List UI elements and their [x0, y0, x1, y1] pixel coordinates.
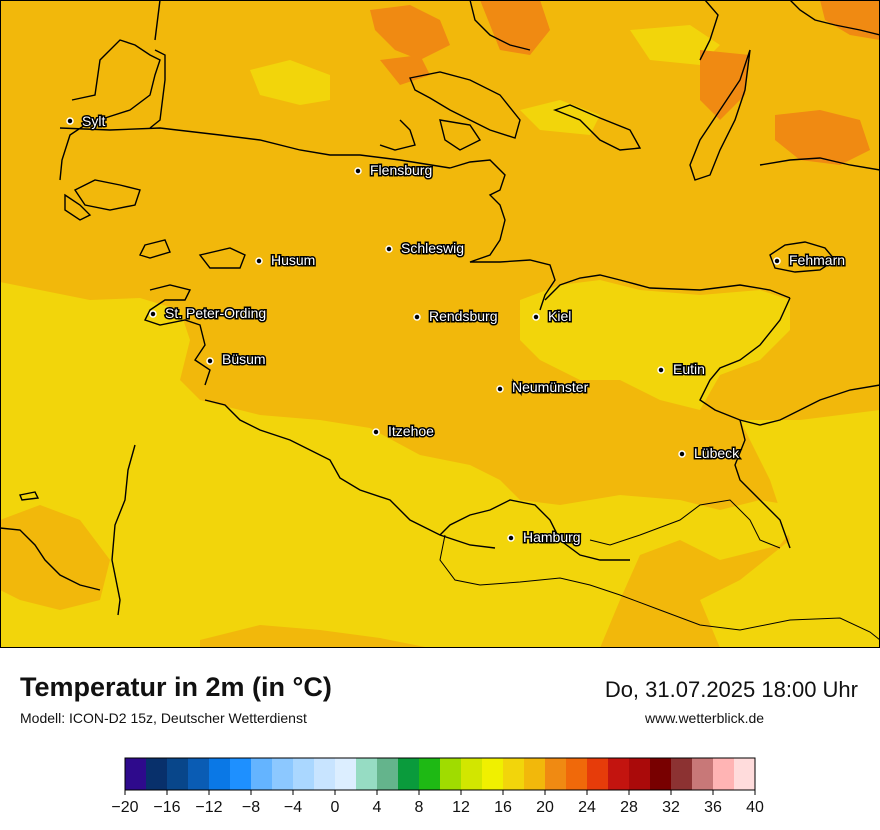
colorbar-swatch [356, 758, 378, 790]
city-luebeck[interactable]: Lübeck [678, 444, 742, 463]
colorbar-tick-label: −4 [284, 799, 302, 816]
temperature-field-20-22-lolland [775, 110, 870, 165]
colorbar-swatches [124, 757, 756, 791]
temperature-field-16-18-flensburg [630, 25, 720, 65]
colorbar-swatch [440, 758, 462, 790]
colorbar-swatch [335, 758, 357, 790]
city-label: St. Peter-Ording [165, 305, 266, 321]
city-schleswig[interactable]: Schleswig [385, 239, 466, 258]
city-label: Kiel [548, 308, 571, 324]
colorbar-tick-label: 16 [494, 799, 512, 816]
colorbar-tick-label: 8 [415, 799, 424, 816]
colorbar-tick-label: 4 [373, 799, 382, 816]
city-flensburg[interactable]: Flensburg [354, 161, 434, 180]
colorbar-swatch [671, 758, 693, 790]
colorbar-tick-label: 28 [620, 799, 638, 816]
city-label: Husum [271, 252, 315, 268]
city-st-peter-ording[interactable]: St. Peter-Ording [149, 304, 268, 323]
colorbar-tick-label: 32 [662, 799, 680, 816]
colorbar-ticks: −20 −16 −12 −8 −4 0 4 8 12 16 20 24 28 32 36 40 [111, 790, 764, 816]
city-label: Sylt [82, 113, 105, 129]
colorbar-swatch [230, 758, 252, 790]
temperature-field-20-22-north2 [480, 0, 550, 55]
city-neumuenster[interactable]: Neumünster [496, 378, 590, 397]
temperature-map: Sylt Flensburg Schleswig Husum Fehmarn S… [0, 0, 880, 648]
city-label: Flensburg [370, 162, 432, 178]
city-fehmarn[interactable]: Fehmarn [773, 251, 847, 270]
colorbar-tick-label: 40 [746, 799, 764, 816]
footer [0, 648, 880, 830]
city-label: Schleswig [401, 240, 464, 256]
colorbar-swatch [167, 758, 189, 790]
colorbar-tick-label: 36 [704, 799, 722, 816]
temperature-field-20-22-ne [820, 0, 880, 40]
colorbar-swatch [524, 758, 546, 790]
city-buesum[interactable]: Büsum [206, 350, 267, 369]
colorbar-swatch [461, 758, 483, 790]
colorbar-tick-label: 0 [331, 799, 340, 816]
temperature-colorbar: −20 −16 −12 −8 −4 0 4 8 12 16 20 24 28 32 36 40 [111, 757, 764, 816]
city-hamburg[interactable]: Hamburg [507, 528, 582, 547]
temperature-field-20-22-north [370, 5, 450, 60]
colorbar-swatch [734, 758, 756, 790]
temperature-field-18-20-elbe [200, 625, 430, 648]
colorbar-swatch [650, 758, 672, 790]
colorbar-swatch [545, 758, 567, 790]
temperature-field-16-18-south [0, 282, 800, 648]
city-sylt[interactable]: Sylt [66, 112, 107, 131]
temperature-field-16-18-northsea [250, 60, 330, 105]
colorbar-swatch [251, 758, 273, 790]
city-husum[interactable]: Husum [255, 251, 317, 270]
colorbar-tick-label: −12 [195, 799, 222, 816]
temperature-field-20-22-danish [700, 50, 750, 120]
colorbar-swatch [146, 758, 168, 790]
temperature-field-16-18-east [520, 280, 790, 410]
colorbar-swatch [209, 758, 231, 790]
colorbar-tick-label: 12 [452, 799, 470, 816]
colorbar-swatch [503, 758, 525, 790]
colorbar-tick-label: 24 [578, 799, 596, 816]
forecast-datetime: Do, 31.07.2025 18:00 Uhr [604, 677, 858, 702]
model-source: Modell: ICON-D2 15z, Deutscher Wetterdie… [20, 710, 307, 726]
colorbar-swatch [272, 758, 294, 790]
colorbar-swatch [419, 758, 441, 790]
colorbar-swatch [629, 758, 651, 790]
colorbar-swatch [566, 758, 588, 790]
city-itzehoe[interactable]: Itzehoe [372, 422, 436, 441]
website-link[interactable]: www.wetterblick.de [645, 710, 765, 726]
city-label: Rendsburg [429, 308, 498, 324]
colorbar-tick-label: −16 [153, 799, 180, 816]
city-label: Hamburg [523, 529, 581, 545]
city-rendsburg[interactable]: Rendsburg [413, 307, 499, 326]
colorbar-swatch [482, 758, 504, 790]
colorbar-swatch [692, 758, 714, 790]
city-markers: Sylt Flensburg Schleswig Husum Fehmarn S… [66, 112, 847, 547]
city-label: Lübeck [694, 445, 740, 461]
colorbar-swatch [713, 758, 735, 790]
colorbar-swatch [125, 758, 147, 790]
colorbar-swatch [398, 758, 420, 790]
city-label: Fehmarn [789, 252, 845, 268]
city-label: Eutin [673, 361, 705, 377]
temperature-field-20-22-tip [380, 55, 430, 85]
temperature-field-18-20-wadden [0, 505, 110, 610]
colorbar-swatch [608, 758, 630, 790]
colorbar-swatch [188, 758, 210, 790]
colorbar-swatch [377, 758, 399, 790]
colorbar-border [124, 757, 756, 791]
colorbar-tick-label: −8 [242, 799, 260, 816]
colorbar-swatch [587, 758, 609, 790]
temperature-field-16-18-southeast [700, 410, 880, 648]
map-title: Temperatur in 2m (in °C) [20, 672, 332, 702]
city-label: Neumünster [512, 379, 589, 395]
colorbar-swatch [314, 758, 336, 790]
city-label: Itzehoe [388, 423, 434, 439]
colorbar-tick-label: 20 [536, 799, 554, 816]
city-kiel[interactable]: Kiel [532, 307, 573, 326]
colorbar-tick-label: −20 [111, 799, 138, 816]
city-label: Büsum [222, 351, 266, 367]
colorbar-swatch [293, 758, 315, 790]
city-eutin[interactable]: Eutin [657, 360, 706, 379]
coastlines [0, 0, 880, 641]
